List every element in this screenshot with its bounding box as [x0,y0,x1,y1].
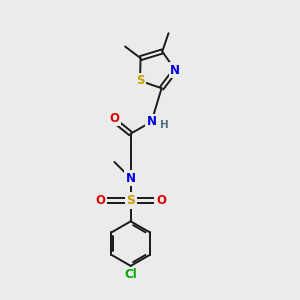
Text: N: N [126,172,136,185]
Text: O: O [95,194,105,207]
Text: S: S [136,74,144,87]
Text: S: S [126,194,135,207]
Text: H: H [160,120,168,130]
Text: O: O [109,112,119,125]
Text: N: N [146,115,157,128]
Text: O: O [156,194,166,207]
Text: Cl: Cl [124,268,137,281]
Text: N: N [170,64,180,76]
